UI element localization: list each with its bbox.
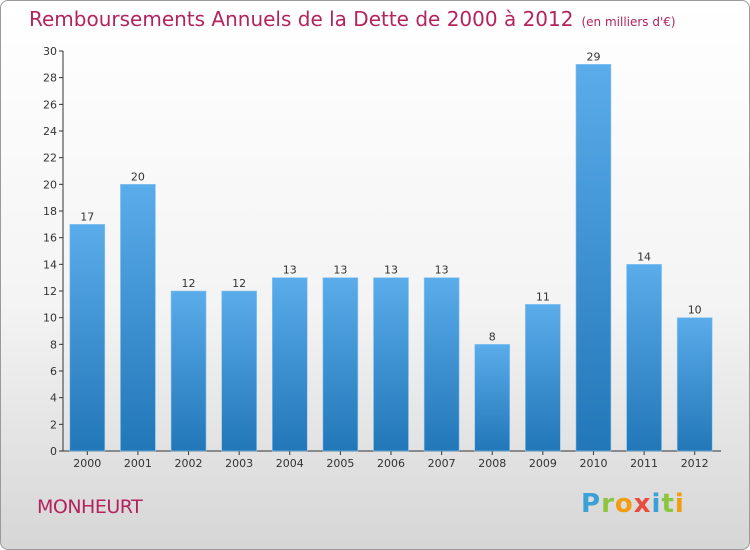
y-tick-label: 18 — [43, 205, 57, 218]
bar-value-label: 14 — [637, 250, 651, 263]
bar-2006 — [373, 277, 409, 452]
y-tick-label: 30 — [43, 45, 57, 58]
commune-name: MONHEURT — [37, 496, 143, 518]
bar-value-label: 17 — [80, 210, 94, 223]
bar-2001 — [120, 184, 156, 452]
y-tick-label: 4 — [50, 392, 57, 405]
y-tick-label: 20 — [43, 178, 57, 191]
x-tick-label: 2001 — [124, 457, 152, 470]
bar-2005 — [322, 277, 359, 452]
page-title: Remboursements Annuels de la Dette de 20… — [29, 7, 676, 31]
bar-2000 — [69, 224, 106, 452]
y-tick-label: 22 — [43, 152, 57, 165]
bar-value-label: 11 — [536, 290, 550, 303]
chart-subtitle: (en milliers d'€) — [581, 15, 676, 29]
bar-value-label: 8 — [489, 330, 496, 343]
x-tick-label: 2009 — [529, 457, 557, 470]
bar-2004 — [271, 277, 308, 452]
x-tick-label: 2007 — [428, 457, 456, 470]
chart-title: Remboursements Annuels de la Dette de 20… — [29, 7, 574, 31]
y-tick-label: 14 — [43, 258, 57, 271]
y-tick-label: 28 — [43, 72, 57, 85]
bar-2011 — [626, 264, 662, 452]
y-tick-label: 0 — [50, 445, 57, 458]
bar-value-label: 29 — [586, 50, 600, 63]
y-tick-label: 12 — [43, 285, 57, 298]
bar-2007 — [423, 277, 460, 452]
x-tick-label: 2002 — [175, 457, 203, 470]
y-tick-label: 24 — [43, 125, 57, 138]
x-tick-label: 2011 — [630, 457, 658, 470]
bar-value-label: 13 — [333, 264, 347, 277]
bar-2003 — [221, 290, 257, 452]
x-tick-label: 2010 — [579, 457, 607, 470]
x-tick-label: 2003 — [225, 457, 253, 470]
bar-2009 — [525, 304, 561, 452]
x-tick-label: 2006 — [377, 457, 405, 470]
bar-value-label: 12 — [182, 277, 196, 290]
x-tick-label: 2008 — [478, 457, 506, 470]
bar-value-label: 20 — [131, 170, 145, 183]
y-tick-label: 26 — [43, 98, 57, 111]
y-tick-label: 16 — [43, 232, 57, 245]
proxiti-logo[interactable]: Proxiti — [581, 489, 685, 519]
y-tick-label: 10 — [43, 312, 57, 325]
bar-value-label: 10 — [688, 304, 702, 317]
bar-2010 — [575, 64, 612, 452]
x-tick-label: 2012 — [681, 457, 709, 470]
y-tick-label: 2 — [50, 418, 57, 431]
y-tick-label: 6 — [50, 365, 57, 378]
x-tick-label: 2004 — [276, 457, 304, 470]
x-tick-label: 2000 — [73, 457, 101, 470]
chart-bars: 17 20 12 12 13 13 13 13 8 11 29 14 10 — [69, 50, 713, 452]
bar-2008 — [474, 344, 511, 452]
bar-value-label: 13 — [384, 264, 398, 277]
bar-value-label: 13 — [283, 264, 297, 277]
bar-2012 — [676, 317, 713, 452]
x-tick-label: 2005 — [326, 457, 354, 470]
bar-2002 — [170, 290, 207, 452]
bar-value-label: 13 — [435, 264, 449, 277]
y-tick-label: 8 — [50, 338, 57, 351]
bar-value-label: 12 — [232, 277, 246, 290]
